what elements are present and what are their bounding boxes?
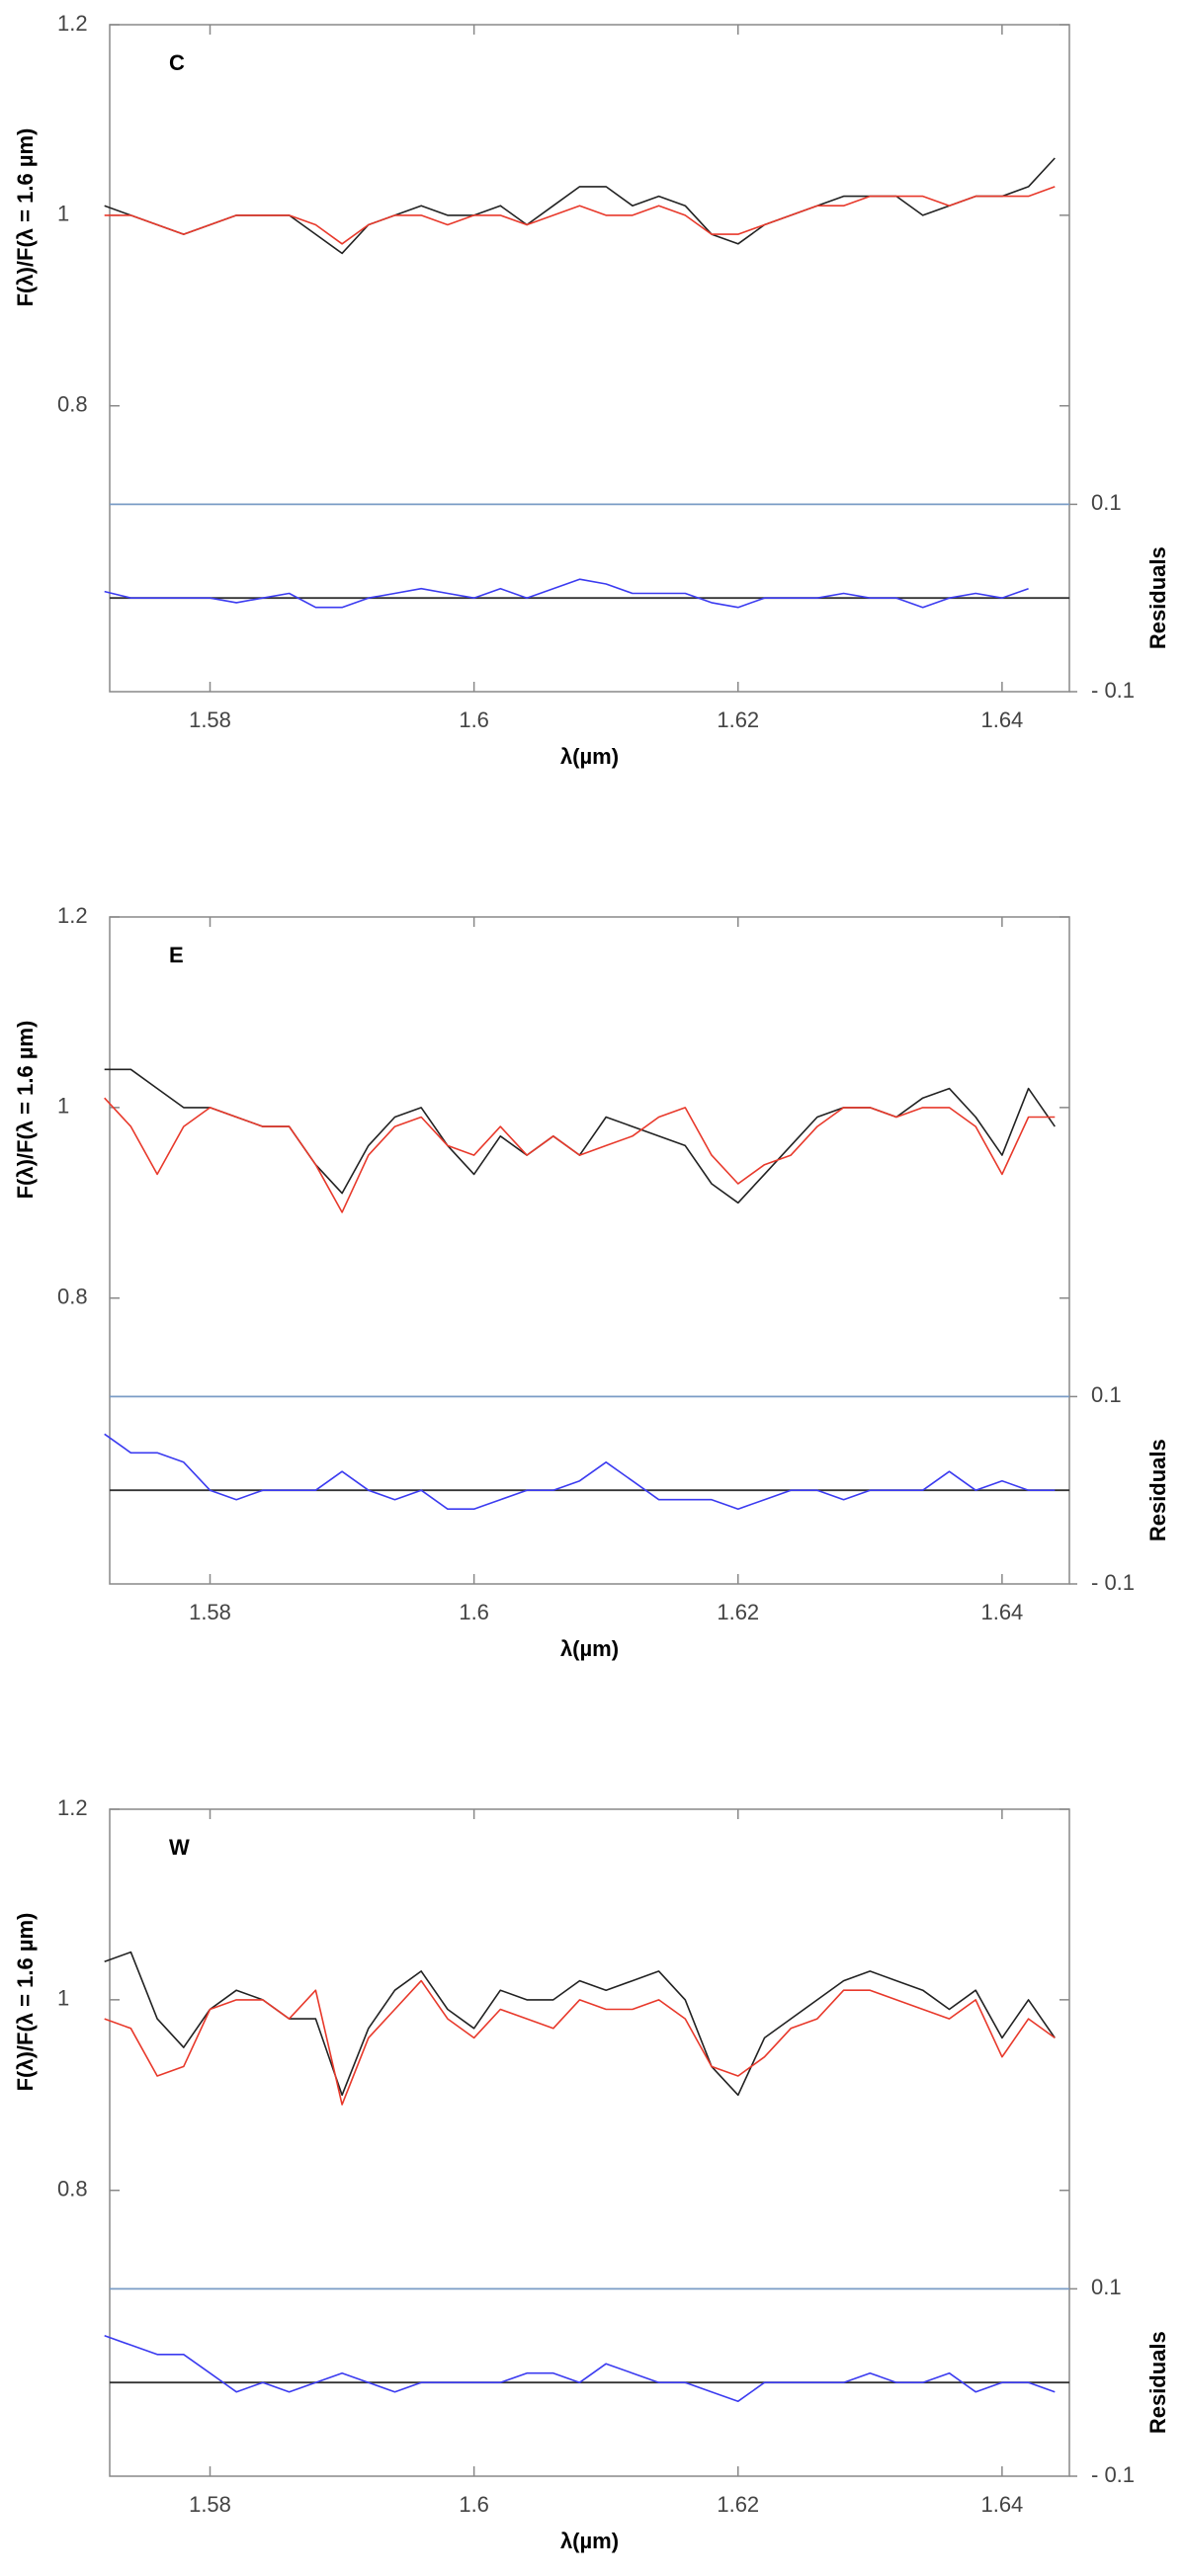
x-tick-label: 1.64 — [980, 2492, 1023, 2517]
y2-tick-label: 0.1 — [1091, 1382, 1122, 1407]
y-tick-label: 1 — [57, 1094, 69, 1119]
x-axis-title: λ(µm) — [560, 1636, 619, 1661]
series-line — [104, 186, 1056, 245]
x-tick-label: 1.58 — [189, 707, 231, 732]
x-axis-title: λ(µm) — [560, 2529, 619, 2553]
x-tick-label: 1.62 — [717, 1600, 759, 1624]
plot-frame — [109, 916, 1070, 1585]
x-tick-label: 1.64 — [980, 707, 1023, 732]
y-axis-title: F(λ)/F(λ = 1.6 µm) — [13, 1021, 38, 1200]
y-tick-label: 0.8 — [57, 2177, 88, 2202]
x-tick-label: 1.58 — [189, 2492, 231, 2517]
x-tick-label: 1.64 — [980, 1600, 1023, 1624]
plot-frame — [109, 24, 1070, 693]
series-line — [104, 2335, 1056, 2402]
y2-axis-title: Residuals — [1145, 2331, 1170, 2434]
y-axis-title: F(λ)/F(λ = 1.6 µm) — [13, 128, 38, 307]
x-tick-label: 1.58 — [189, 1600, 231, 1624]
y2-tick-label: - 0.1 — [1091, 1570, 1135, 1595]
x-axis-title: λ(µm) — [560, 744, 619, 769]
y2-tick-label: - 0.1 — [1091, 2462, 1135, 2487]
x-tick-label: 1.6 — [459, 707, 489, 732]
y-tick-label: 1.2 — [57, 11, 88, 36]
y2-tick-label: 0.1 — [1091, 2275, 1122, 2299]
y-tick-label: 0.8 — [57, 392, 88, 417]
y2-tick-label: - 0.1 — [1091, 678, 1135, 703]
x-tick-label: 1.62 — [717, 707, 759, 732]
plot-frame — [109, 1808, 1070, 2477]
y-tick-label: 1.2 — [57, 903, 88, 928]
y2-tick-label: 0.1 — [1091, 490, 1122, 515]
panel-label: W — [169, 1835, 190, 1860]
y-tick-label: 1 — [57, 1986, 69, 2011]
x-tick-label: 1.6 — [459, 1600, 489, 1624]
series-line — [104, 1097, 1056, 1213]
y-tick-label: 1 — [57, 202, 69, 226]
series-line — [104, 1951, 1056, 2097]
series-line — [104, 1068, 1056, 1205]
panel-label: C — [169, 50, 185, 75]
x-tick-label: 1.6 — [459, 2492, 489, 2517]
series-line — [104, 1979, 1056, 2106]
series-line — [104, 1433, 1056, 1510]
y2-axis-title: Residuals — [1145, 546, 1170, 649]
y2-axis-title: Residuals — [1145, 1439, 1170, 1541]
y-tick-label: 1.2 — [57, 1795, 88, 1820]
y-axis-title: F(λ)/F(λ = 1.6 µm) — [13, 1913, 38, 2092]
x-tick-label: 1.62 — [717, 2492, 759, 2517]
y-tick-label: 0.8 — [57, 1285, 88, 1309]
series-line — [104, 578, 1029, 609]
panel-label: E — [169, 943, 184, 967]
